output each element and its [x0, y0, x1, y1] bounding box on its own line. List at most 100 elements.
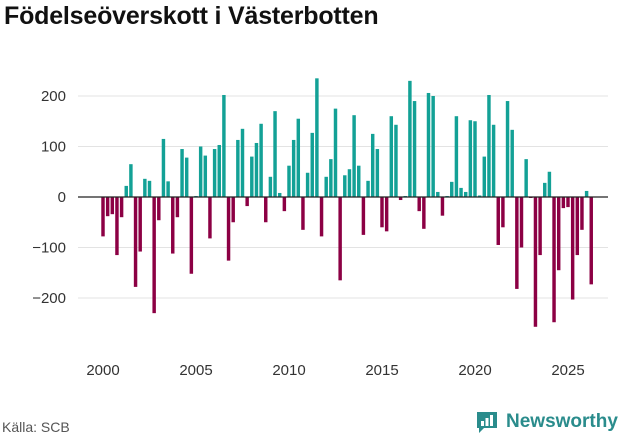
bar [119, 197, 124, 218]
bar [357, 165, 361, 197]
bar [315, 78, 319, 197]
bar [296, 118, 301, 197]
bar [166, 181, 170, 197]
bar [422, 197, 426, 229]
bar [412, 101, 417, 197]
source-note: Källa: SCB [2, 419, 70, 435]
bar [566, 197, 570, 208]
bar [329, 159, 333, 198]
bar [524, 159, 528, 198]
bar [584, 190, 589, 197]
bar [250, 156, 254, 197]
bar [236, 139, 240, 197]
bar [203, 155, 208, 197]
bar [129, 164, 133, 198]
bar [454, 116, 459, 197]
bar [482, 156, 487, 197]
bar [305, 172, 310, 197]
x-tick-label: 2015 [365, 362, 398, 379]
newsworthy-logo-icon [477, 412, 497, 433]
bar [198, 146, 203, 197]
bar [245, 197, 249, 207]
bar [575, 197, 580, 256]
chart-title: Födelseöverskott i Västerbotten [4, 2, 379, 30]
bar [473, 121, 477, 197]
bar [152, 197, 156, 314]
bar [515, 197, 519, 289]
bar [463, 191, 468, 197]
bar [184, 157, 189, 197]
bar [505, 101, 510, 197]
bar [324, 176, 328, 197]
bar [101, 197, 105, 237]
bar [589, 197, 593, 285]
bar [226, 197, 231, 261]
x-tick-label: 2025 [551, 362, 584, 379]
bar [384, 197, 389, 232]
bar [366, 180, 370, 197]
gridlines [78, 95, 608, 299]
bar [556, 197, 561, 271]
bar [282, 197, 287, 212]
bar [301, 197, 305, 230]
bar [417, 197, 421, 212]
brand-name: Newsworthy [506, 411, 618, 432]
bar [361, 197, 366, 235]
bar [231, 197, 235, 223]
bar [408, 80, 412, 197]
bar [580, 197, 584, 230]
bar [394, 124, 398, 197]
bar [533, 197, 538, 327]
bar [510, 129, 514, 197]
bar [496, 197, 500, 245]
bar [147, 180, 152, 197]
bar [180, 149, 184, 198]
x-axis-ticks: 2000 2005 2010 2015 2020 2025 [86, 362, 584, 379]
bar [333, 108, 338, 198]
bar [370, 133, 375, 198]
bar [189, 197, 194, 274]
bar [477, 195, 482, 198]
bar [277, 192, 282, 197]
bar [538, 197, 542, 256]
bar [310, 132, 314, 198]
bar [519, 197, 524, 248]
bar-chart: −200 −100 0 100 200 2000 2005 2010 2015 2020 2025 [32, 78, 608, 379]
brand-logo: Newsworthy [474, 409, 618, 435]
bar [436, 191, 440, 197]
bar [459, 187, 463, 197]
bar [171, 197, 175, 254]
x-tick-label: 2005 [179, 362, 212, 379]
bar [124, 185, 128, 197]
bar [110, 197, 115, 215]
bar [319, 197, 324, 237]
bar [208, 197, 212, 239]
bar [468, 120, 473, 197]
bar [375, 149, 380, 198]
bar [547, 171, 552, 197]
bar [259, 123, 263, 197]
bar [175, 197, 180, 218]
bar [380, 197, 384, 228]
bars [101, 78, 593, 327]
bar [426, 92, 431, 197]
bar [222, 94, 226, 197]
x-tick-label: 2010 [272, 362, 305, 379]
bar [287, 165, 291, 197]
bar [157, 197, 161, 221]
bar [161, 138, 166, 198]
bar [501, 197, 505, 228]
bar [268, 176, 273, 197]
bar [543, 182, 547, 197]
bar [217, 144, 221, 198]
bar [254, 142, 259, 198]
bar [570, 197, 575, 300]
y-tick-label: 100 [41, 139, 66, 156]
bar [133, 197, 138, 287]
bar [347, 169, 352, 197]
bar [240, 128, 245, 197]
bar [143, 178, 147, 197]
y-tick-label: 200 [41, 88, 66, 105]
bar [561, 197, 566, 209]
y-tick-label: −200 [32, 290, 66, 307]
